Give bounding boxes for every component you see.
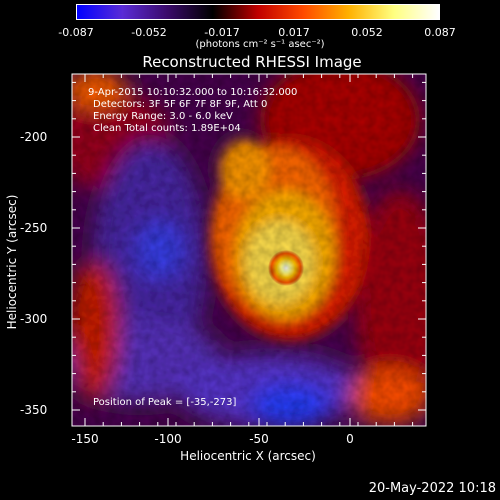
colorbar-tick: 0.087	[424, 26, 456, 39]
colorbar-tick: -0.017	[204, 26, 240, 39]
info-line: Detectors: 3F 5F 6F 7F 8F 9F, Att 0	[93, 99, 268, 110]
image-pixels	[72, 74, 426, 426]
y-tick-label: -300	[20, 312, 48, 326]
timestamp: 20-May-2022 10:18	[368, 481, 496, 496]
colorbar-tick: -0.087	[58, 26, 94, 39]
plot-title: Reconstructed RHESSI Image	[142, 53, 362, 71]
y-axis-label: Heliocentric Y (arcsec)	[5, 194, 19, 330]
info-line: 9-Apr-2015 10:10:32.000 to 10:16:32.000	[88, 87, 298, 98]
y-tick-label: -350	[20, 403, 48, 417]
info-line: Clean Total counts: 1.89E+04	[93, 123, 241, 134]
colorbar-tick: 0.017	[278, 26, 310, 39]
colorbar-tick: 0.052	[351, 26, 383, 39]
colorbar-tick: -0.052	[131, 26, 167, 39]
x-tick-label: -50	[249, 432, 269, 446]
colorbar-units: (photons cm⁻² s⁻¹ asec⁻²)	[195, 39, 325, 50]
x-tick-label: 0	[346, 432, 354, 446]
x-axis-label: Heliocentric X (arcsec)	[180, 449, 316, 463]
y-tick-label: -200	[20, 130, 48, 144]
y-tick-label: -250	[20, 221, 48, 235]
peak-position: Position of Peak = [-35,-273]	[93, 397, 237, 408]
colorbar	[76, 4, 440, 20]
x-tick-label: -100	[154, 432, 182, 446]
x-tick-label: -150	[71, 432, 99, 446]
info-line: Energy Range: 3.0 - 6.0 keV	[93, 111, 233, 122]
